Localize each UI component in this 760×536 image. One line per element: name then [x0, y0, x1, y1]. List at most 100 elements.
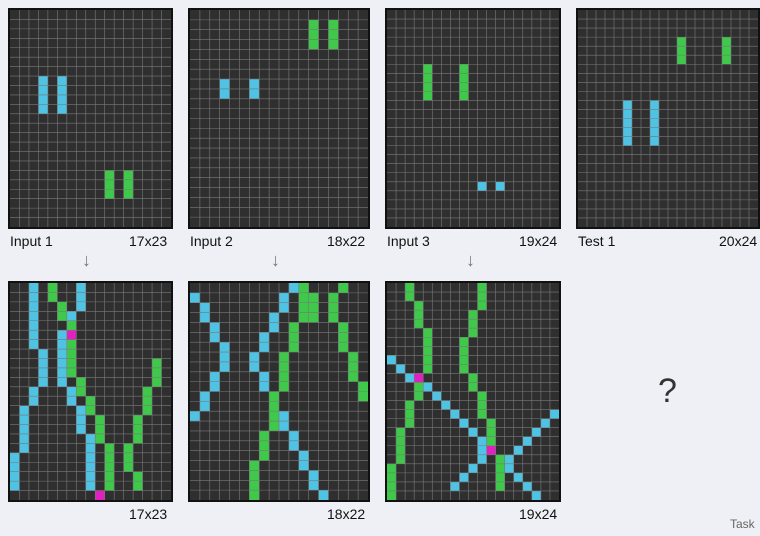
cyan-cell [38, 358, 48, 368]
green-cell [142, 405, 153, 416]
green-cell [328, 292, 339, 303]
cyan-cell [318, 490, 329, 500]
green-cell [152, 358, 162, 368]
green-cell [459, 364, 469, 374]
green-cell [269, 411, 279, 422]
input-size-label-1: 17x23 [129, 233, 168, 249]
cyan-cell [298, 450, 309, 461]
cyan-cell [259, 371, 270, 382]
green-cell [459, 73, 469, 83]
cyan-cell [650, 136, 659, 146]
cyan-cell [269, 312, 279, 323]
green-cell [495, 472, 505, 482]
green-cell [66, 320, 77, 331]
green-cell [133, 471, 143, 482]
output-size-label-3: 19x24 [519, 506, 558, 522]
cyan-cell [10, 452, 20, 463]
cyan-cell [522, 436, 532, 446]
cyan-cell [85, 471, 96, 482]
green-cell [338, 342, 349, 353]
cyan-cell [477, 181, 487, 191]
cyan-cell [219, 342, 230, 353]
green-cell [259, 440, 270, 451]
green-cell [387, 472, 397, 482]
cyan-cell [57, 85, 67, 95]
cyan-cell [85, 462, 96, 472]
cyan-cell [249, 79, 260, 89]
cyan-cell [219, 79, 230, 89]
cyan-cell [450, 409, 460, 419]
cyan-cell [19, 415, 29, 425]
cyan-cell [477, 454, 487, 464]
green-cell [423, 337, 433, 347]
cyan-cell [76, 415, 86, 425]
input-label-3: Input 3 [387, 233, 430, 249]
cyan-cell [57, 76, 67, 86]
cyan-cell [76, 283, 86, 293]
cyan-cell [28, 396, 39, 406]
cyan-cell [249, 88, 260, 99]
cyan-cell [495, 181, 505, 191]
cyan-cell [19, 443, 29, 453]
green-cell [288, 342, 299, 353]
green-cell [123, 189, 134, 199]
cyan-cell [19, 424, 29, 434]
cyan-cell [259, 381, 270, 392]
cyan-cell [190, 292, 200, 303]
cyan-cell [57, 330, 67, 340]
cyan-cell [288, 440, 299, 451]
cyan-cell [28, 292, 39, 302]
cyan-cell [540, 418, 550, 428]
cyan-cell [650, 100, 659, 110]
cyan-cell [650, 109, 659, 119]
cyan-cell [477, 445, 487, 455]
cyan-cell [531, 490, 541, 500]
magenta-cell [414, 373, 424, 383]
cyan-cell [531, 427, 541, 437]
green-cell [279, 381, 289, 392]
green-cell [308, 29, 319, 40]
green-cell [423, 73, 433, 83]
green-cell [249, 490, 260, 500]
cyan-cell [10, 471, 20, 482]
cyan-cell [549, 409, 559, 419]
unknown-output-question-mark: ? [658, 372, 677, 410]
cyan-cell [432, 391, 442, 401]
cyan-cell [249, 361, 260, 372]
green-cell [423, 91, 433, 101]
green-cell [486, 427, 496, 437]
green-cell [468, 373, 478, 383]
green-cell [95, 415, 105, 425]
cyan-cell [308, 480, 319, 491]
green-cell [298, 292, 309, 303]
cyan-cell [85, 481, 96, 491]
cyan-cell [10, 462, 20, 472]
input-grid-3 [385, 8, 561, 229]
cyan-cell [279, 302, 289, 313]
input-grid-2 [188, 8, 370, 229]
green-cell [468, 319, 478, 329]
cyan-cell [38, 104, 48, 114]
green-cell [104, 170, 115, 180]
green-cell [123, 170, 134, 180]
green-cell [414, 301, 424, 311]
green-cell [95, 424, 105, 434]
cyan-cell [66, 396, 77, 406]
green-cell [486, 418, 496, 428]
magenta-cell [95, 490, 105, 500]
cyan-cell [288, 430, 299, 441]
cyan-cell [249, 352, 260, 362]
green-cell [338, 332, 349, 343]
cyan-cell [28, 320, 39, 331]
green-cell [66, 349, 77, 359]
green-cell [279, 361, 289, 372]
green-cell [387, 463, 397, 473]
cyan-cell [298, 460, 309, 471]
cyan-cell [423, 382, 433, 392]
green-cell [298, 312, 309, 323]
green-cell [298, 283, 309, 293]
cyan-cell [28, 283, 39, 293]
green-cell [495, 454, 505, 464]
cyan-cell [85, 433, 96, 444]
green-cell [405, 418, 415, 428]
